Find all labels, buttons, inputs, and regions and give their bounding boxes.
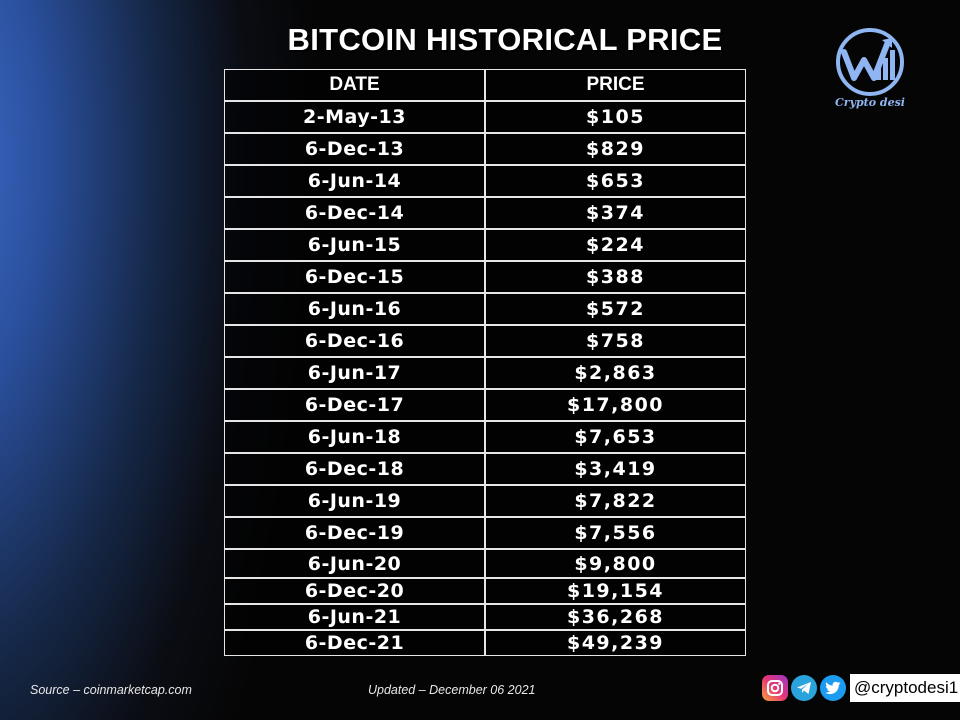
source-note: Source – coinmarketcap.com	[30, 683, 192, 697]
date-cell: 6-Dec-19	[224, 517, 485, 549]
social-links: @cryptodesi1	[762, 674, 960, 702]
date-cell: 6-Jun-14	[224, 165, 485, 197]
price-cell: $7,653	[485, 421, 746, 453]
date-cell: 6-Dec-15	[224, 261, 485, 293]
date-cell: 6-Jun-16	[224, 293, 485, 325]
date-cell: 6-Dec-14	[224, 197, 485, 229]
date-cell: 6-Dec-17	[224, 389, 485, 421]
price-cell: $19,154	[485, 578, 746, 604]
table-row: 6-Jun-21 $36,268	[224, 604, 746, 630]
table-row: 6-Jun-14 $653	[224, 165, 746, 197]
date-cell: 6-Dec-21	[224, 630, 485, 656]
date-cell: 6-Dec-20	[224, 578, 485, 604]
price-cell: $105	[485, 101, 746, 133]
date-cell: 6-Jun-15	[224, 229, 485, 261]
table-row: 6-Dec-14 $374	[224, 197, 746, 229]
telegram-icon[interactable]	[791, 675, 817, 701]
date-cell: 6-Jun-18	[224, 421, 485, 453]
price-cell: $7,822	[485, 485, 746, 517]
date-cell: 2-May-13	[224, 101, 485, 133]
instagram-icon[interactable]	[762, 675, 788, 701]
date-cell: 6-Jun-19	[224, 485, 485, 517]
price-cell: $572	[485, 293, 746, 325]
date-cell: 6-Jun-21	[224, 604, 485, 630]
table-row: 6-Dec-18 $3,419	[224, 453, 746, 485]
table-row: 6-Dec-17 $17,800	[224, 389, 746, 421]
date-cell: 6-Jun-20	[224, 549, 485, 578]
price-cell: $758	[485, 325, 746, 357]
price-column-header: PRICE	[485, 69, 746, 101]
price-cell: $388	[485, 261, 746, 293]
table-row: 6-Jun-18 $7,653	[224, 421, 746, 453]
price-cell: $49,239	[485, 630, 746, 656]
date-cell: 6-Dec-18	[224, 453, 485, 485]
price-cell: $9,800	[485, 549, 746, 578]
date-cell: 6-Dec-13	[224, 133, 485, 165]
logo-text: Crypto desi	[835, 96, 905, 109]
page-title: BITCOIN HISTORICAL PRICE	[287, 22, 723, 57]
table-row: 6-Jun-16 $572	[224, 293, 746, 325]
date-column-header: DATE	[224, 69, 485, 101]
price-cell: $2,863	[485, 357, 746, 389]
price-cell: $17,800	[485, 389, 746, 421]
table-row: 6-Jun-19 $7,822	[224, 485, 746, 517]
price-cell: $224	[485, 229, 746, 261]
date-cell: 6-Jun-17	[224, 357, 485, 389]
table-row: 6-Dec-19 $7,556	[224, 517, 746, 549]
table-row: 6-Jun-17 $2,863	[224, 357, 746, 389]
table-header-row: DATE PRICE	[224, 69, 746, 101]
social-handle[interactable]: @cryptodesi1	[850, 674, 960, 702]
price-cell: $653	[485, 165, 746, 197]
table-row: 6-Dec-15 $388	[224, 261, 746, 293]
twitter-icon[interactable]	[820, 675, 846, 701]
crypto-desi-logo: Crypto desi	[832, 26, 908, 116]
price-cell: $7,556	[485, 517, 746, 549]
table-row: 6-Dec-20 $19,154	[224, 578, 746, 604]
table-row: 6-Jun-20 $9,800	[224, 549, 746, 578]
price-cell: $36,268	[485, 604, 746, 630]
price-cell: $829	[485, 133, 746, 165]
table-row: 6-Dec-13 $829	[224, 133, 746, 165]
price-cell: $374	[485, 197, 746, 229]
table-row: 6-Jun-15 $224	[224, 229, 746, 261]
table-row: 2-May-13 $105	[224, 101, 746, 133]
date-cell: 6-Dec-16	[224, 325, 485, 357]
price-cell: $3,419	[485, 453, 746, 485]
table-row: 6-Dec-21 $49,239	[224, 630, 746, 656]
table-row: 6-Dec-16 $758	[224, 325, 746, 357]
price-table: DATE PRICE 2-May-13 $105 6-Dec-13 $829 6-Jun…	[224, 69, 746, 656]
w-growth-arrow-icon	[836, 28, 904, 96]
updated-note: Updated – December 06 2021	[368, 683, 536, 697]
